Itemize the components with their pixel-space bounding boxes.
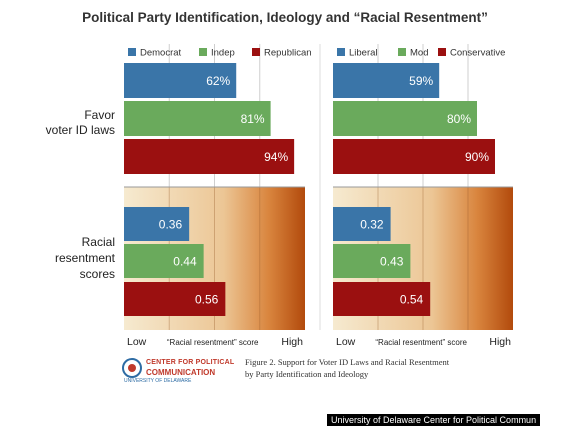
- seal-icon: [122, 358, 142, 378]
- party-voter-bar-label: 62%: [206, 74, 230, 88]
- ideology-voter-bar-label: 80%: [447, 112, 471, 126]
- ideology-voter-bar-label: 59%: [409, 74, 433, 88]
- party-resentment-bar-label: 0.36: [159, 218, 183, 232]
- ideology-legend-label: Conservative: [450, 48, 505, 59]
- party-legend-label: Democrat: [140, 48, 182, 59]
- party-legend-swatch: [199, 48, 207, 56]
- ideology-legend-label: Mod: [410, 48, 428, 59]
- ideology-resentment-bar: [333, 207, 391, 241]
- row-label-resentment: resentment: [55, 251, 116, 265]
- party-axis-mid-label: “Racial resentment” score: [167, 338, 259, 347]
- ideology-legend-swatch: [438, 48, 446, 56]
- logo-line2: COMMUNICATION: [146, 368, 216, 377]
- ideology-voter-bar: [333, 101, 477, 136]
- ideology-resentment-bar: [333, 282, 431, 316]
- ideology-axis-low-label: Low: [336, 336, 356, 348]
- row-label-voter-id: voter ID laws: [46, 123, 115, 137]
- caption-line1: Figure 2. Support for Voter ID Laws and …: [245, 357, 450, 367]
- ideology-axis-high-label: High: [489, 336, 511, 348]
- party-axis-low-label: Low: [127, 336, 147, 348]
- party-legend-label: Republican: [264, 48, 312, 59]
- ideology-voter-bar-label: 90%: [465, 150, 489, 164]
- row-label-resentment: scores: [80, 267, 115, 281]
- logo-line1: CENTER FOR POLITICAL: [146, 359, 235, 366]
- caption-line2: by Party Identification and Ideology: [245, 369, 369, 379]
- party-voter-bar-label: 81%: [241, 112, 265, 126]
- figure-caption: Figure 2. Support for Voter ID Laws and …: [245, 356, 449, 380]
- party-legend-swatch: [128, 48, 136, 56]
- party-resentment-bar: [124, 282, 226, 316]
- image-credit: University of Delaware Center for Politi…: [327, 414, 541, 426]
- center-logo: CENTER FOR POLITICAL COMMUNICATION UNIVE…: [122, 358, 240, 384]
- ideology-resentment-bar-label: 0.32: [360, 218, 384, 232]
- ideology-voter-bar: [333, 139, 495, 174]
- party-axis-high-label: High: [281, 336, 303, 348]
- ideology-voter-bar: [333, 63, 440, 98]
- ideology-resentment-bar-label: 0.54: [400, 293, 424, 307]
- ideology-axis-mid-label: “Racial resentment” score: [375, 338, 467, 347]
- ideology-resentment-bar-label: 0.43: [380, 255, 404, 269]
- party-resentment-bar-label: 0.44: [173, 255, 197, 269]
- party-voter-bar-label: 94%: [264, 150, 288, 164]
- party-voter-bar: [124, 101, 271, 136]
- logo-small-text: UNIVERSITY OF DELAWARE: [124, 378, 192, 384]
- party-legend-swatch: [252, 48, 260, 56]
- party-resentment-bar: [124, 207, 190, 241]
- ideology-legend-label: Liberal: [349, 48, 378, 59]
- party-voter-bar: [124, 139, 295, 174]
- ideology-legend-swatch: [337, 48, 345, 56]
- ideology-resentment-bar: [333, 244, 411, 278]
- chart-title: Political Party Identification, Ideology…: [82, 10, 488, 25]
- party-legend-label: Indep: [211, 48, 235, 59]
- party-resentment-bar: [124, 244, 204, 278]
- ideology-legend-swatch: [398, 48, 406, 56]
- row-label-voter-id: Favor: [84, 108, 115, 122]
- party-voter-bar: [124, 63, 237, 98]
- party-resentment-bar-label: 0.56: [195, 293, 219, 307]
- row-label-resentment: Racial: [82, 235, 115, 249]
